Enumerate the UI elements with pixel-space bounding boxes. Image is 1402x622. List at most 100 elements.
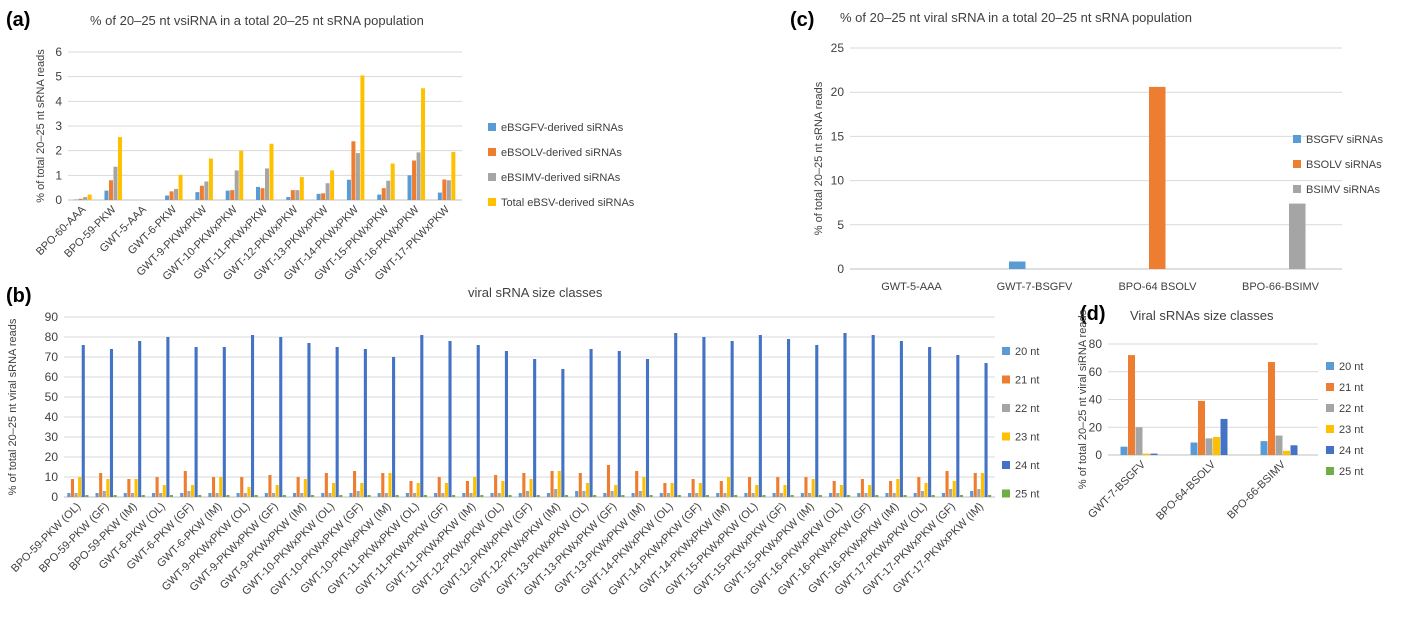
bar xyxy=(321,493,325,497)
bar xyxy=(984,363,988,497)
bar xyxy=(316,193,321,200)
bar xyxy=(546,493,551,497)
bar xyxy=(81,345,85,497)
bar xyxy=(225,190,230,200)
bar xyxy=(222,347,226,497)
bar xyxy=(564,495,569,497)
chart-panel-d: (d) Viral sRNAs size classes 0 20 40 60 80% … xyxy=(1070,300,1402,622)
bar xyxy=(349,493,353,497)
legend-swatch xyxy=(1002,489,1010,498)
bar xyxy=(896,479,900,497)
legend-swatch xyxy=(1326,404,1334,412)
bar xyxy=(279,337,283,497)
bar xyxy=(1283,450,1290,455)
bar xyxy=(557,471,561,497)
bar xyxy=(903,495,907,497)
bar xyxy=(416,483,420,497)
bar xyxy=(480,495,484,497)
y-tick-label: 20 xyxy=(1089,420,1103,434)
bar xyxy=(465,481,469,497)
bar xyxy=(504,351,508,497)
bar xyxy=(180,493,184,497)
legend-swatch xyxy=(1002,432,1010,441)
bar xyxy=(264,493,268,497)
bar xyxy=(790,495,794,497)
bar xyxy=(360,75,365,200)
bar xyxy=(578,473,582,497)
bar xyxy=(1289,203,1306,269)
bar xyxy=(243,493,247,497)
bar xyxy=(423,495,427,497)
bar xyxy=(705,495,710,497)
bar xyxy=(187,491,191,497)
legend-swatch xyxy=(488,173,496,181)
bar xyxy=(829,493,833,497)
y-tick-label: 1 xyxy=(55,168,62,182)
bar xyxy=(67,493,71,497)
y-tick-label: 0 xyxy=(1095,448,1102,462)
bar xyxy=(395,495,399,497)
bar xyxy=(645,359,650,497)
bar xyxy=(412,160,417,200)
bar xyxy=(230,190,235,200)
bar xyxy=(420,335,424,497)
bar xyxy=(614,485,618,497)
bar xyxy=(151,493,156,497)
bar xyxy=(525,491,529,497)
bar xyxy=(328,493,332,497)
bar xyxy=(730,341,734,497)
bar xyxy=(254,495,258,497)
bar xyxy=(1205,438,1213,455)
bar xyxy=(1220,418,1228,455)
y-tick-label: 10 xyxy=(45,470,59,484)
bar xyxy=(102,491,106,497)
panel-label-a: (a) xyxy=(6,9,30,31)
bar xyxy=(444,483,448,497)
y-tick-label: 0 xyxy=(55,193,62,207)
bar xyxy=(78,477,82,497)
bar xyxy=(726,477,731,497)
bar xyxy=(303,479,307,497)
bar xyxy=(804,477,808,497)
bar xyxy=(476,345,480,497)
bar xyxy=(190,485,195,497)
bar xyxy=(162,485,166,497)
bar xyxy=(104,190,109,200)
bar xyxy=(355,153,360,200)
bar xyxy=(99,473,103,497)
y-tick-label: 40 xyxy=(1089,393,1103,407)
bar xyxy=(832,481,836,497)
bar xyxy=(635,471,639,497)
bar xyxy=(178,174,183,200)
bar xyxy=(638,491,642,497)
bar xyxy=(762,495,766,497)
bar xyxy=(113,166,118,200)
legend-swatch xyxy=(1326,425,1334,433)
legend-label: BSIMV siRNAs xyxy=(1306,184,1380,196)
bar xyxy=(815,345,819,497)
bar xyxy=(437,477,441,497)
bar xyxy=(236,493,240,497)
bar xyxy=(1290,445,1298,455)
bar xyxy=(416,152,421,200)
y-axis-label: % of total 20–25 nt viral sRNA reads xyxy=(7,318,19,495)
bar xyxy=(621,495,625,497)
legend-label: BSOLV siRNAs xyxy=(1306,159,1382,171)
bar xyxy=(956,355,960,497)
chart-panel-a: (a) % of 20–25 nt vsiRNA in a total 20–2… xyxy=(0,0,700,283)
legend-swatch xyxy=(1326,467,1334,475)
bar xyxy=(123,493,127,497)
category-label: GWT-7-BSGFV xyxy=(1086,458,1149,521)
bar xyxy=(1120,446,1128,455)
bar xyxy=(610,491,614,497)
bar xyxy=(215,493,219,497)
bar xyxy=(670,483,674,497)
legend-swatch xyxy=(1002,404,1010,412)
chart-b-svg: (b) viral sRNA size classes 0 10 20 30 40 50 6… xyxy=(6,285,1039,598)
chart-panel-c: (c) % of 20–25 nt viral sRNA in a total … xyxy=(790,0,1402,300)
legend-swatch xyxy=(1326,446,1334,454)
bar xyxy=(490,493,494,497)
bar xyxy=(367,495,371,497)
category-label: GWT-5-AAA xyxy=(881,281,942,293)
bar xyxy=(892,493,896,497)
